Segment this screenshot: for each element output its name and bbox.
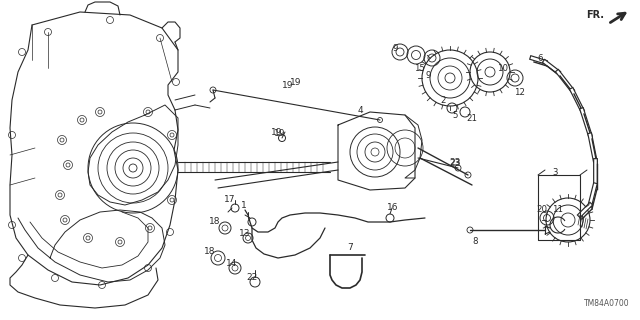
Text: 15: 15 <box>415 63 426 73</box>
Text: 13: 13 <box>239 228 251 237</box>
Text: 9: 9 <box>426 70 431 79</box>
Text: 21: 21 <box>467 114 477 123</box>
Text: 14: 14 <box>227 259 237 268</box>
Text: 11: 11 <box>552 205 563 214</box>
Text: 9: 9 <box>392 44 397 52</box>
Text: 10: 10 <box>497 63 509 73</box>
Text: 6: 6 <box>537 53 543 62</box>
Text: TM84A0700: TM84A0700 <box>584 299 630 308</box>
Text: 16: 16 <box>387 203 399 212</box>
Text: 19: 19 <box>282 81 294 90</box>
Text: FR.: FR. <box>586 10 604 20</box>
Text: 7: 7 <box>347 244 353 252</box>
Text: 19: 19 <box>271 127 283 137</box>
Text: 23: 23 <box>449 157 461 166</box>
Text: 19: 19 <box>275 129 285 138</box>
Text: 20: 20 <box>536 205 547 214</box>
Text: 23: 23 <box>449 158 461 167</box>
Text: 5: 5 <box>452 110 458 119</box>
Text: 19: 19 <box>291 77 301 86</box>
Text: 18: 18 <box>209 218 221 227</box>
Text: 22: 22 <box>246 274 258 283</box>
Text: 17: 17 <box>224 196 236 204</box>
Text: 4: 4 <box>357 106 363 115</box>
Text: 12: 12 <box>515 87 525 97</box>
Text: 18: 18 <box>204 247 216 257</box>
Text: 3: 3 <box>552 167 557 177</box>
Text: 1: 1 <box>241 201 247 210</box>
Text: 8: 8 <box>472 237 477 246</box>
Text: 2: 2 <box>440 95 445 105</box>
